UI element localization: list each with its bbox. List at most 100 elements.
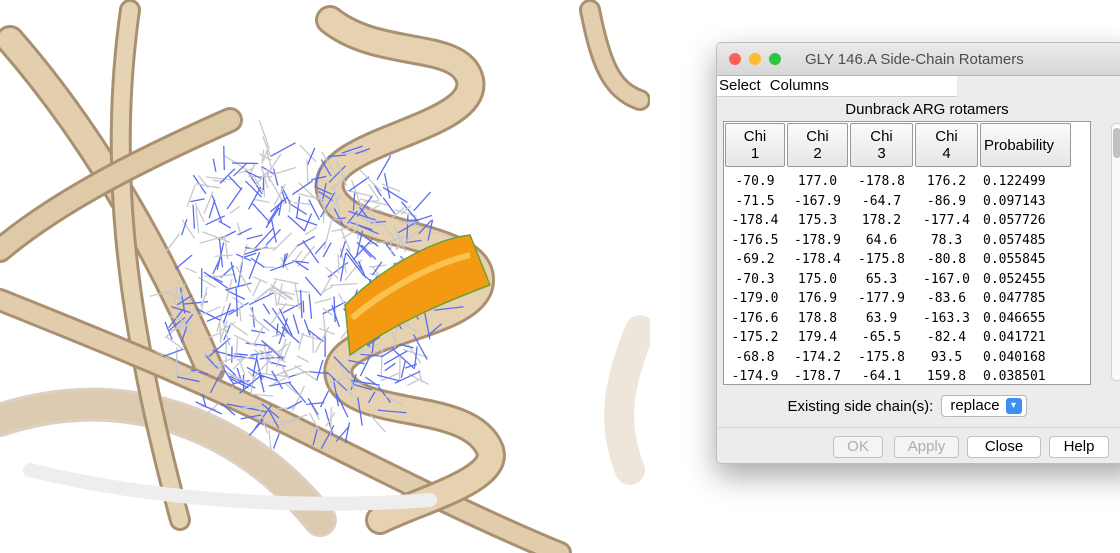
bond-stick (303, 301, 304, 313)
table-cell: -177.4 (914, 211, 979, 231)
table-cell: 178.2 (849, 211, 914, 231)
option-value: replace (950, 397, 999, 414)
table-cell: -178.4 (724, 211, 786, 231)
rotamer-dialog: GLY 146.A Side-Chain Rotamers Select Col… (716, 42, 1120, 464)
table-heading: Dunbrack ARG rotamers (717, 101, 1120, 119)
column-header[interactable]: Chi 1 (725, 123, 785, 167)
table-cell: -175.8 (849, 250, 914, 270)
table-cell: -64.1 (849, 367, 914, 385)
table-cell: -178.4 (786, 250, 849, 270)
table-cell: 176.2 (914, 172, 979, 192)
table-cell: -82.4 (914, 328, 979, 348)
help-button[interactable]: Help (1049, 436, 1109, 458)
table-cell: -176.5 (724, 231, 786, 251)
column-header[interactable]: Chi 3 (850, 123, 913, 167)
bond-stick (400, 356, 401, 380)
option-dropdown[interactable]: replace ▾ (941, 395, 1026, 417)
separator (717, 427, 1120, 428)
table-cell: 159.8 (914, 367, 979, 385)
scroll-thumb[interactable] (1113, 128, 1120, 158)
close-button[interactable]: Close (967, 436, 1041, 458)
table-cell: -65.5 (849, 328, 914, 348)
table-cell: -179.0 (724, 289, 786, 309)
table-cell: 0.097143 (979, 192, 1076, 212)
table-cell: -167.0 (914, 270, 979, 290)
menu-item[interactable]: Select (717, 76, 768, 96)
table-cell: -70.3 (724, 270, 786, 290)
column-header[interactable]: Probability (980, 123, 1071, 167)
column-header[interactable]: Chi 2 (787, 123, 848, 167)
table-cell: 0.041721 (979, 328, 1076, 348)
table-cell: -163.3 (914, 309, 979, 329)
table-cell: 177.0 (786, 172, 849, 192)
apply-button[interactable]: Apply (894, 436, 959, 458)
table-cell: 65.3 (849, 270, 914, 290)
table-cell: -69.2 (724, 250, 786, 270)
bond-stick (390, 240, 391, 253)
table-cell: -174.2 (786, 348, 849, 368)
table-cell: 0.052455 (979, 270, 1076, 290)
table-cell: -83.6 (914, 289, 979, 309)
table-cell: 0.057485 (979, 231, 1076, 251)
table-cell: 175.3 (786, 211, 849, 231)
scrollbar[interactable] (1111, 123, 1120, 381)
ok-button[interactable]: OK (833, 436, 883, 458)
column-header[interactable]: Chi 4 (915, 123, 978, 167)
bond-stick (224, 146, 225, 170)
table-cell: -68.8 (724, 348, 786, 368)
table-cell: 179.4 (786, 328, 849, 348)
bond-stick (250, 248, 277, 249)
table-cell: 0.047785 (979, 289, 1076, 309)
table-cell: 0.055845 (979, 250, 1076, 270)
table-cell: 0.040168 (979, 348, 1076, 368)
window-title: GLY 146.A Side-Chain Rotamers (805, 51, 1024, 68)
menu-bar: Select Columns (717, 76, 957, 97)
table-cell: -167.9 (786, 192, 849, 212)
table-cell: -64.7 (849, 192, 914, 212)
table-cell: -71.5 (724, 192, 786, 212)
table-cell: 175.0 (786, 270, 849, 290)
table-cell: -80.8 (914, 250, 979, 270)
table-header: Chi 1Chi 2Chi 3Chi 4Probability (724, 122, 1090, 168)
table-cell: -86.9 (914, 192, 979, 212)
table-cell: -176.6 (724, 309, 786, 329)
dropdown-arrow: ▾ (1006, 398, 1022, 414)
table-cell: 0.046655 (979, 309, 1076, 329)
option-label: Existing side chain(s): (787, 398, 933, 415)
table-cell: 176.9 (786, 289, 849, 309)
table-cell: -178.7 (786, 367, 849, 385)
table-cell: 0.122499 (979, 172, 1076, 192)
table-cell: -174.9 (724, 367, 786, 385)
close-window[interactable] (729, 53, 741, 65)
table-cell: -178.9 (786, 231, 849, 251)
table-cell: -175.8 (849, 348, 914, 368)
minimize-window[interactable] (749, 53, 761, 65)
table-cell: -178.8 (849, 172, 914, 192)
table-cell: 93.5 (914, 348, 979, 368)
menu-item[interactable]: Columns (768, 76, 836, 96)
table-cell: -70.9 (724, 172, 786, 192)
table-cell: 63.9 (849, 309, 914, 329)
zoom-window[interactable] (769, 53, 781, 65)
table-body: -70.9177.0-178.8176.20.122499-71.5-167.9… (724, 172, 1090, 385)
table-cell: 178.8 (786, 309, 849, 329)
title-bar: GLY 146.A Side-Chain Rotamers (717, 43, 1120, 76)
table-cell: -177.9 (849, 289, 914, 309)
option-row: Existing side chain(s): replace ▾ (717, 395, 1097, 417)
table-cell: 0.038501 (979, 367, 1076, 385)
table-cell: -175.2 (724, 328, 786, 348)
molecule-view (0, 0, 650, 553)
table-cell: 0.057726 (979, 211, 1076, 231)
